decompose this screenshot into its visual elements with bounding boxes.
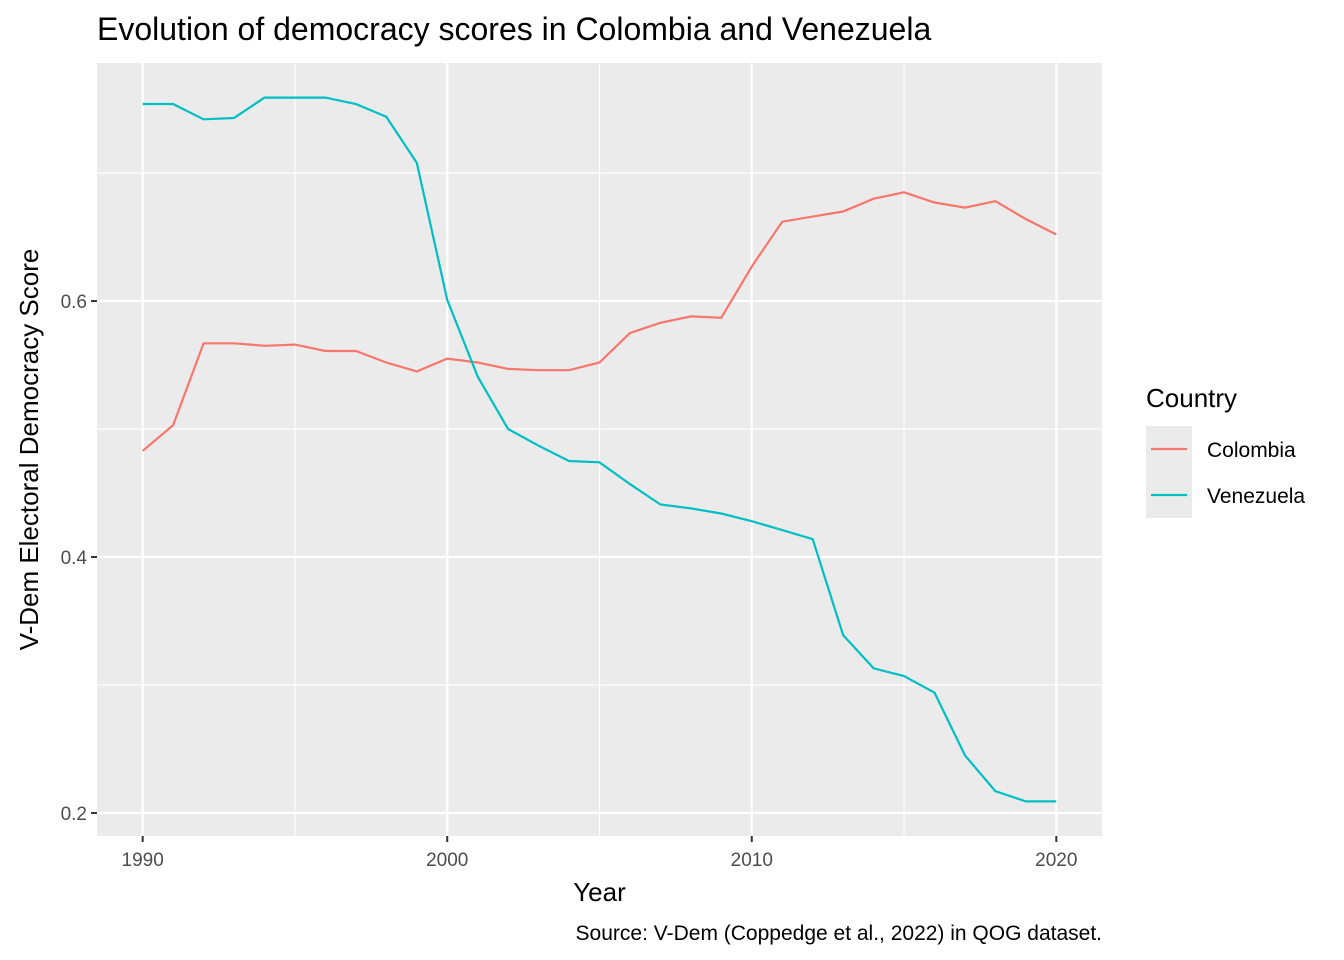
x-tick-label: 2010 — [731, 850, 773, 871]
legend: Country Colombia Venezuela — [1146, 383, 1305, 518]
caption: Source: V-Dem (Coppedge et al., 2022) in… — [576, 922, 1102, 945]
axis-ticks: 0.2 0.4 0.6 1990 2000 2010 2020 — [61, 292, 1078, 871]
y-tick-label: 0.4 — [61, 548, 88, 569]
x-tick-label: 1990 — [122, 850, 164, 871]
x-tick-label: 2020 — [1035, 850, 1077, 871]
y-axis-label: V-Dem Electoral Democracy Score — [14, 249, 44, 651]
legend-label-colombia: Colombia — [1207, 439, 1296, 462]
x-tick-label: 2000 — [426, 850, 468, 871]
chart-title: Evolution of democracy scores in Colombi… — [97, 11, 931, 47]
y-tick-label: 0.6 — [61, 292, 87, 313]
x-axis-label: Year — [573, 877, 626, 907]
series-lines — [141, 96, 1057, 803]
legend-label-venezuela: Venezuela — [1207, 485, 1305, 508]
series-line-colombia — [141, 191, 1057, 452]
y-tick-label: 0.2 — [61, 804, 87, 825]
series-line-venezuela — [142, 96, 1057, 803]
legend-title: Country — [1146, 383, 1237, 413]
